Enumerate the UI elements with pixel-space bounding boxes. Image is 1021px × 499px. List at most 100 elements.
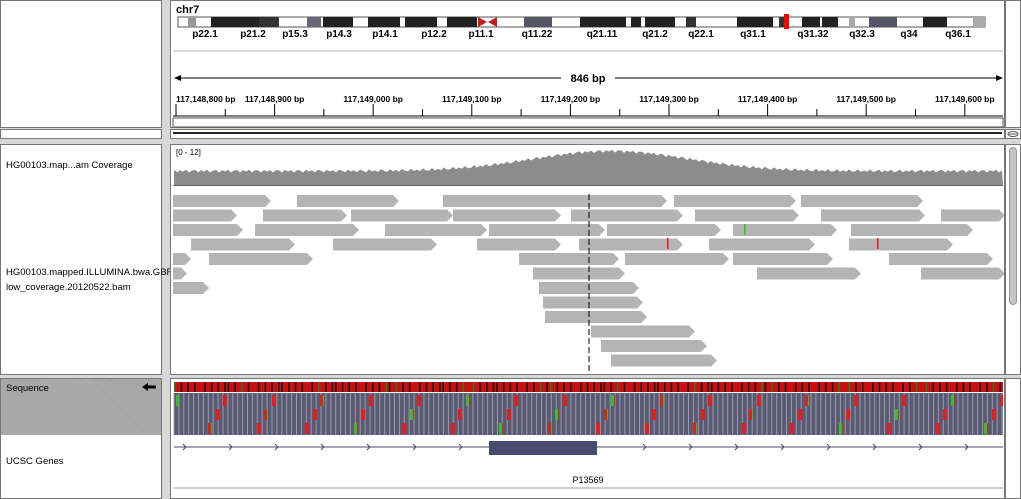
- strand-arrow: [274, 443, 279, 451]
- coverage-histogram[interactable]: [173, 149, 1003, 186]
- read-3-2: [477, 238, 561, 251]
- stop-codon-2-32: [887, 423, 890, 434]
- divider-name: [0, 129, 162, 139]
- sequence-base-75: [885, 382, 887, 392]
- alignment-track-name-line2[interactable]: low_coverage.20120522.bam: [6, 282, 131, 293]
- sequence-track-header[interactable]: Sequence: [1, 379, 161, 435]
- stop-codon-0-28: [417, 395, 420, 406]
- cytoband-label-7: q11.22: [522, 29, 553, 40]
- cytoband-5: [368, 17, 400, 27]
- stop-codon-0-18: [272, 395, 275, 406]
- sequence-base-59: [855, 382, 857, 392]
- stop-codon-1-28: [458, 409, 461, 420]
- genes-track-name[interactable]: UCSC Genes: [6, 456, 64, 467]
- alignment-scroll-thumb[interactable]: [1009, 147, 1017, 305]
- sequence-base-73: [778, 382, 780, 392]
- coverage-bars: [174, 149, 1003, 185]
- alignment-scrollbar[interactable]: [1005, 144, 1021, 375]
- sequence-base-90: [862, 382, 864, 392]
- stop-codon-1-23: [798, 409, 801, 420]
- read-0-0: [173, 195, 271, 207]
- sequence-base-65: [348, 382, 350, 392]
- read-3-5: [849, 238, 953, 251]
- stop-codon-1-22: [701, 409, 704, 420]
- chromosome-label: chr7: [176, 4, 199, 16]
- ruler-label-0: 117,148,800 bp: [176, 94, 236, 104]
- ruler: 117,148,800 bp 117,148,900 bp 117,149,000 …: [173, 94, 1015, 117]
- gene-exon[interactable]: [489, 441, 597, 455]
- sequence-base-44: [878, 382, 881, 392]
- coverage-track-name[interactable]: HG00103.map...am Coverage: [6, 160, 133, 171]
- region-of-interest-bar[interactable]: [172, 117, 1004, 128]
- sequence-base-30: [956, 382, 958, 392]
- sequence-base-23: [580, 382, 582, 392]
- stop-codon-1-18: [313, 409, 316, 420]
- coverage-range: [0 - 12]: [176, 148, 201, 157]
- sequence-top-strip: [174, 382, 1003, 392]
- ruler-label-7: 117,149,500 bp: [836, 94, 896, 104]
- cytoband-label-11: q31.1: [740, 29, 766, 40]
- sequence-base-96: [355, 382, 357, 392]
- sequence-base-102: [677, 382, 679, 392]
- sequence-base-61: [962, 382, 965, 392]
- header-data-panel[interactable]: chr7 p22.1 p21.2 p15.3 p14.3 p14.1 p12.2 p11.1…: [170, 0, 1015, 128]
- sequence-base-8: [603, 382, 606, 392]
- alignment-data-panel[interactable]: [0 - 12]: [170, 144, 1005, 375]
- alignment-track-name-line1[interactable]: HG00103.mapped.ILLUMINA.bwa.GBR.: [6, 267, 177, 278]
- cytoband-label-4: p14.1: [372, 29, 398, 40]
- stop-codon-1-27: [361, 409, 364, 420]
- read-mismatch-1: [667, 238, 669, 249]
- stop-codon-1-30: [652, 409, 655, 420]
- sequence-base-25: [687, 382, 689, 392]
- stop-codon-2-30: [693, 423, 696, 434]
- strand-arrow: [688, 443, 693, 451]
- sequence-base-58: [801, 382, 804, 392]
- sequence-base-95: [301, 382, 303, 392]
- strand-arrow: [412, 443, 417, 451]
- sequence-base-101: [623, 382, 626, 392]
- sequence-base-84: [539, 382, 542, 392]
- sequence-base-94: [247, 382, 250, 392]
- sequence-base-46: [986, 382, 988, 392]
- ruler-label-3: 117,149,100 bp: [442, 94, 502, 104]
- strand-arrow: [458, 443, 463, 451]
- read-0-3: [565, 195, 667, 207]
- read-mismatch-0: [744, 224, 746, 235]
- sequence-base-106: [892, 382, 894, 392]
- cytoband-label-8: q21.11: [587, 29, 618, 40]
- sequence-base-13: [872, 382, 874, 392]
- feature-data-panel[interactable]: P13569: [170, 378, 1005, 499]
- sequence-base-88: [754, 382, 757, 392]
- cytoband-4: [323, 17, 353, 27]
- track-names-panel: HG00103.map...am Coverage HG00103.mapped…: [0, 144, 176, 375]
- stop-codon-1-24: [895, 409, 898, 420]
- sequence-base-1: [227, 382, 230, 392]
- cytoband-10: [631, 17, 641, 27]
- span-indicator: 846 bp: [174, 73, 1003, 85]
- cytoband-label-9: q21.2: [642, 29, 668, 40]
- sequence-base-48: [264, 382, 267, 392]
- sequence-track-name[interactable]: Sequence: [6, 383, 49, 394]
- aligned-reads[interactable]: [173, 195, 1005, 367]
- sequence-base-39: [610, 382, 612, 392]
- stop-codon-0-32: [805, 395, 808, 406]
- sequence-base-110: [278, 382, 280, 392]
- read-1-5: [695, 209, 799, 222]
- stop-codon-2-26: [305, 423, 308, 434]
- sequence-base-72: [724, 382, 726, 392]
- sequence-base-55: [640, 382, 642, 392]
- sequence-track[interactable]: [173, 382, 1003, 435]
- sequence-base-91: [915, 382, 918, 392]
- sequence-base-116: [600, 382, 602, 392]
- chromosome-ideogram[interactable]: [177, 14, 986, 29]
- sequence-base-32: [234, 382, 236, 392]
- stop-codon-1-31: [749, 409, 752, 420]
- divider-data: [170, 129, 1005, 139]
- stop-codon-2-29: [596, 423, 599, 434]
- cytoband-2: [259, 17, 279, 27]
- sequence-base-81: [378, 382, 381, 392]
- strand-arrow-icon[interactable]: [141, 382, 157, 392]
- divider-resize-button[interactable]: [1005, 129, 1021, 139]
- sequence-base-86: [647, 382, 649, 392]
- cytoband-7: [447, 17, 477, 27]
